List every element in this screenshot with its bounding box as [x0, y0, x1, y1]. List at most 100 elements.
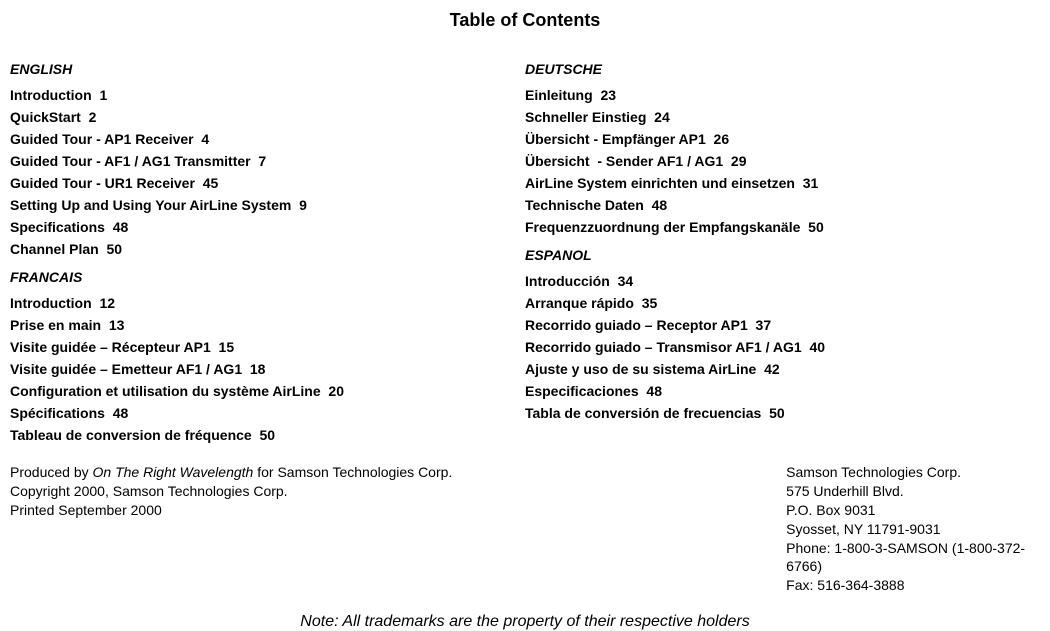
toc-label: Tabla de conversión de frecuencias	[525, 405, 761, 421]
toc-page: 4	[201, 131, 209, 147]
toc-page: 12	[99, 295, 115, 311]
toc-page: 7	[258, 153, 266, 169]
toc-label: Schneller Einstieg	[525, 109, 646, 125]
toc-page: 50	[259, 427, 275, 443]
toc-label: Introduction	[10, 87, 92, 103]
toc-label: QuickStart	[10, 109, 81, 125]
toc-page: 31	[803, 175, 819, 191]
toc-entry: Technische Daten 48	[525, 197, 1040, 213]
toc-label: Übersicht - Sender AF1 / AG1	[525, 153, 723, 169]
toc-page: 29	[731, 153, 747, 169]
toc-label: Introduction	[10, 295, 92, 311]
toc-label: Recorrido guiado – Receptor AP1	[525, 317, 748, 333]
toc-page: 23	[600, 87, 616, 103]
toc-entry: Configuration et utilisation du système …	[10, 383, 525, 399]
toc-entry: Einleitung 23	[525, 87, 1040, 103]
footer-left: Produced by On The Right Wavelength for …	[10, 463, 786, 595]
toc-page: 50	[769, 405, 785, 421]
toc-entry: Tableau de conversion de fréquence 50	[10, 427, 525, 443]
toc-entry: Setting Up and Using Your AirLine System…	[10, 197, 525, 213]
toc-page: 20	[328, 383, 344, 399]
toc-page: 45	[203, 175, 219, 191]
toc-entry: Frequenzzuordnung der Empfangskanäle 50	[525, 219, 1040, 235]
copyright-line: Copyright 2000, Samson Technologies Corp…	[10, 482, 786, 501]
toc-label: Guided Tour - AP1 Receiver	[10, 131, 194, 147]
column-left: ENGLISH Introduction 1 QuickStart 2 Guid…	[10, 49, 525, 449]
section-heading-deutsche: DEUTSCHE	[525, 61, 1040, 77]
toc-label: Especificaciones	[525, 383, 639, 399]
toc-page: 2	[89, 109, 97, 125]
toc-page: 48	[646, 383, 662, 399]
toc-label: Guided Tour - AF1 / AG1 Transmitter	[10, 153, 251, 169]
toc-entry: Recorrido guiado – Receptor AP1 37	[525, 317, 1040, 333]
toc-label: Channel Plan	[10, 241, 99, 257]
toc-label: Frequenzzuordnung der Empfangskanäle	[525, 219, 800, 235]
column-right: DEUTSCHE Einleitung 23 Schneller Einstie…	[525, 49, 1040, 449]
produced-prefix: Produced by	[10, 464, 93, 480]
footer-row: Produced by On The Right Wavelength for …	[10, 463, 1040, 595]
toc-page: 18	[250, 361, 266, 377]
toc-page: 1	[99, 87, 107, 103]
toc-entry: Introduction 12	[10, 295, 525, 311]
toc-label: Guided Tour - UR1 Receiver	[10, 175, 195, 191]
fax-line: Fax: 516-364-3888	[786, 576, 1040, 595]
toc-entry: Visite guidée – Emetteur AF1 / AG1 18	[10, 361, 525, 377]
addr-line-3: Syosset, NY 11791-9031	[786, 520, 1040, 539]
toc-entry: Guided Tour - UR1 Receiver 45	[10, 175, 525, 191]
toc-entry: Tabla de conversión de frecuencias 50	[525, 405, 1040, 421]
section-heading-francais: FRANCAIS	[10, 269, 525, 285]
printed-line: Printed September 2000	[10, 501, 786, 520]
produced-suffix: for Samson Technologies Corp.	[253, 464, 452, 480]
toc-entry: Arranque rápido 35	[525, 295, 1040, 311]
toc-entry: Guided Tour - AF1 / AG1 Transmitter 7	[10, 153, 525, 169]
toc-page: 13	[109, 317, 125, 333]
toc-label: Prise en main	[10, 317, 101, 333]
toc-page: 24	[654, 109, 670, 125]
toc-page: 48	[113, 405, 129, 421]
toc-label: Setting Up and Using Your AirLine System	[10, 197, 291, 213]
toc-label: Arranque rápido	[525, 295, 634, 311]
toc-label: Visite guidée – Emetteur AF1 / AG1	[10, 361, 242, 377]
section-heading-english: ENGLISH	[10, 61, 525, 77]
toc-entry: Especificaciones 48	[525, 383, 1040, 399]
toc-label: Übersicht - Empfänger AP1	[525, 131, 706, 147]
toc-label: Specifications	[10, 219, 105, 235]
toc-entry: Recorrido guiado – Transmisor AF1 / AG1 …	[525, 339, 1040, 355]
toc-entry: Introducción 34	[525, 273, 1040, 289]
toc-entry: Introduction 1	[10, 87, 525, 103]
trademark-note: Note: All trademarks are the property of…	[10, 613, 1040, 631]
phone-line: Phone: 1-800-3-SAMSON (1-800-372-6766)	[786, 539, 1040, 577]
toc-label: Spécifications	[10, 405, 105, 421]
toc-entry: Schneller Einstieg 24	[525, 109, 1040, 125]
toc-page: 48	[113, 219, 129, 235]
toc-label: Introducción	[525, 273, 610, 289]
toc-page: 15	[219, 339, 235, 355]
toc-page: 26	[714, 131, 730, 147]
toc-entry: Spécifications 48	[10, 405, 525, 421]
toc-entry: Übersicht - Sender AF1 / AG1 29	[525, 153, 1040, 169]
page-root: Table of Contents ENGLISH Introduction 1…	[0, 0, 1050, 591]
toc-label: Configuration et utilisation du système …	[10, 383, 321, 399]
toc-entry: Visite guidée – Récepteur AP1 15	[10, 339, 525, 355]
toc-page: 50	[106, 241, 122, 257]
toc-page: 35	[642, 295, 658, 311]
toc-label: Tableau de conversion de fréquence	[10, 427, 252, 443]
toc-label: Visite guidée – Récepteur AP1	[10, 339, 211, 355]
section-heading-espanol: ESPANOL	[525, 247, 1040, 263]
toc-columns: ENGLISH Introduction 1 QuickStart 2 Guid…	[10, 49, 1040, 449]
toc-page: 34	[618, 273, 634, 289]
toc-entry: Übersicht - Empfänger AP1 26	[525, 131, 1040, 147]
toc-page: 50	[808, 219, 824, 235]
toc-entry: Channel Plan 50	[10, 241, 525, 257]
footer-right: Samson Technologies Corp. 575 Underhill …	[786, 463, 1040, 595]
toc-page: 42	[764, 361, 780, 377]
toc-entry: Specifications 48	[10, 219, 525, 235]
toc-entry: Prise en main 13	[10, 317, 525, 333]
toc-entry: Guided Tour - AP1 Receiver 4	[10, 131, 525, 147]
addr-line-2: P.O. Box 9031	[786, 501, 1040, 520]
toc-label: Ajuste y uso de su sistema AirLine	[525, 361, 756, 377]
produced-line: Produced by On The Right Wavelength for …	[10, 463, 786, 482]
toc-page: 48	[652, 197, 668, 213]
toc-label: Recorrido guiado – Transmisor AF1 / AG1	[525, 339, 802, 355]
producer-name: On The Right Wavelength	[93, 464, 254, 480]
